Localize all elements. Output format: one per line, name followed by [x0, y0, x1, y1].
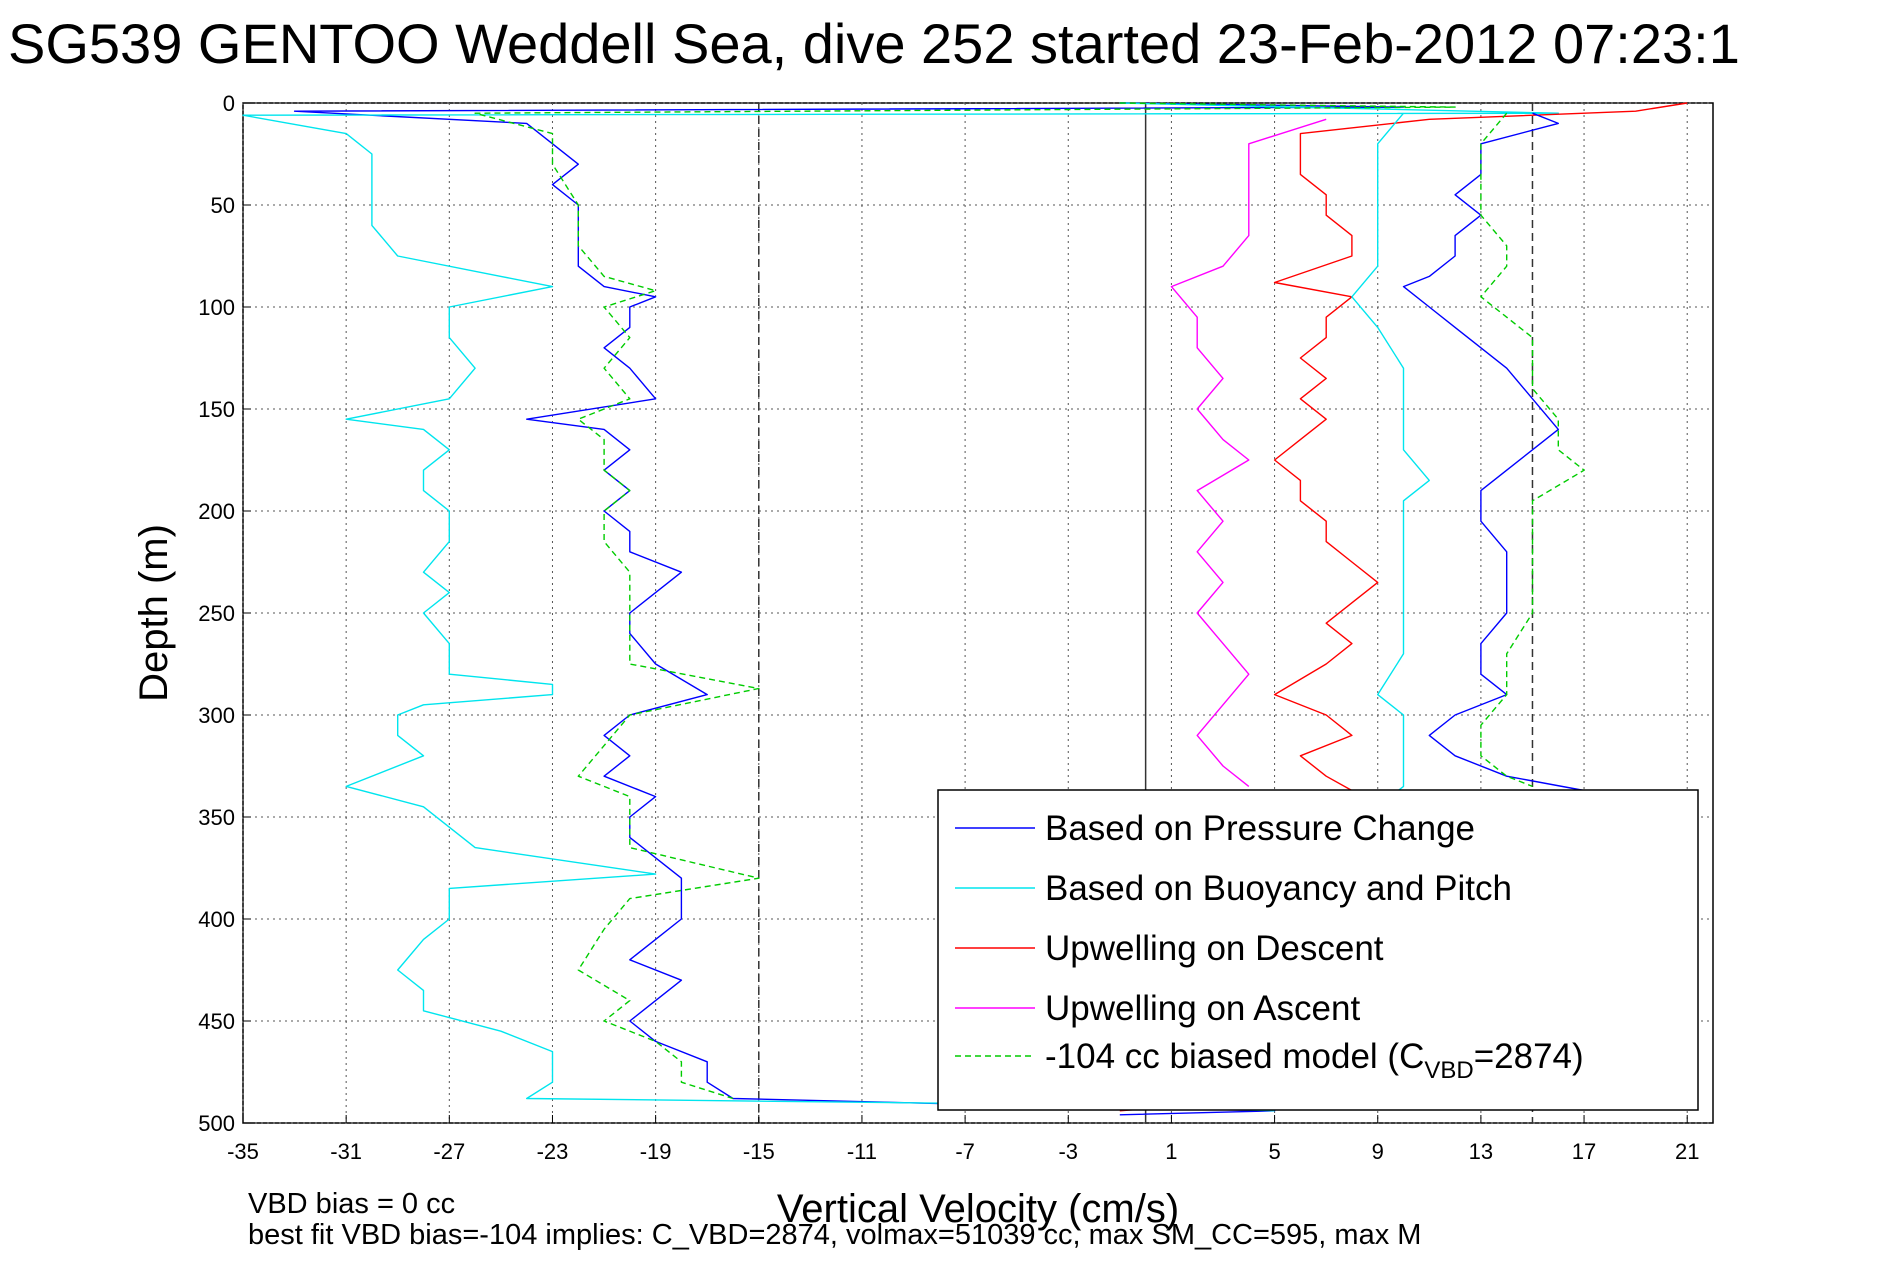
x-tick-label: 21: [1675, 1139, 1699, 1164]
series-line: [242, 102, 1560, 1112]
legend-label-text: Upwelling on Ascent: [1045, 989, 1360, 1028]
x-tick-label: -3: [1058, 1139, 1078, 1164]
y-tick-label: 200: [198, 499, 235, 524]
series-line: [1119, 102, 1688, 1112]
footer-vbd-bias: VBD bias = 0 cc: [248, 1188, 455, 1220]
legend-label: Based on Buoyancy and Pitch: [1045, 869, 1512, 908]
y-tick-label: 0: [223, 91, 235, 116]
x-tick-label: 13: [1469, 1139, 1493, 1164]
series-line: [1351, 112, 1431, 808]
x-tick-label: -7: [955, 1139, 975, 1164]
x-tick-label: 1: [1165, 1139, 1177, 1164]
x-tick-label: -11: [847, 1139, 877, 1164]
y-tick-label: 150: [198, 397, 235, 422]
legend-label-subscript: VBD: [1424, 1057, 1473, 1084]
x-axis-label: Vertical Velocity (cm/s): [777, 1187, 1179, 1231]
series-layer: [242, 102, 1688, 1116]
legend: Based on Pressure Change Based on Buoyanc…: [937, 789, 1699, 1111]
x-tick-label: -35: [227, 1139, 259, 1164]
y-tick-label: 250: [198, 601, 235, 626]
y-tick-label: 400: [198, 907, 235, 932]
legend-label-suffix: =2874): [1474, 1037, 1584, 1076]
series-line: [1480, 112, 1585, 788]
footer-best-fit: best fit VBD bias=-104 implies: C_VBD=28…: [248, 1219, 1421, 1251]
y-tick-label: 100: [198, 295, 235, 320]
x-tick-label: -23: [537, 1139, 569, 1164]
legend-label-text: -104 cc biased model (C: [1045, 1037, 1424, 1076]
legend-box: [937, 789, 1699, 1111]
legend-label: Based on Pressure Change: [1045, 809, 1475, 848]
series-line: [1170, 118, 1327, 787]
legend-label: -104 cc biased model (CVBD=2874): [1045, 1037, 1584, 1084]
x-tick-label: -31: [330, 1139, 362, 1164]
x-tick-label: -27: [433, 1139, 465, 1164]
chart-title: SG539 GENTOO Weddell Sea, dive 252 start…: [8, 12, 1740, 75]
legend-label-text: Based on Buoyancy and Pitch: [1045, 869, 1512, 908]
y-tick-label: 350: [198, 805, 235, 830]
legend-label-text: Upwelling on Descent: [1045, 929, 1384, 968]
x-tick-label: -19: [640, 1139, 672, 1164]
y-tick-label: 300: [198, 703, 235, 728]
y-tick-label: 450: [198, 1009, 235, 1034]
y-tick-label: 500: [198, 1111, 235, 1136]
legend-label: Upwelling on Descent: [1045, 929, 1384, 968]
x-tick-label: 5: [1268, 1139, 1280, 1164]
x-tick-label: 17: [1572, 1139, 1596, 1164]
x-tick-label: 9: [1372, 1139, 1384, 1164]
legend-label: Upwelling on Ascent: [1045, 989, 1360, 1028]
y-tick-label: 50: [211, 193, 235, 218]
y-axis-label: Depth (m): [132, 524, 176, 702]
series-line: [474, 102, 1456, 1100]
axis-ticks: -35 -31 -27 -23 -19 -15 -11 -7 -3 1 5 9 13 17 21050100…: [198, 91, 1699, 1164]
x-tick-label: -15: [743, 1139, 775, 1164]
legend-label-text: Based on Pressure Change: [1045, 809, 1475, 848]
